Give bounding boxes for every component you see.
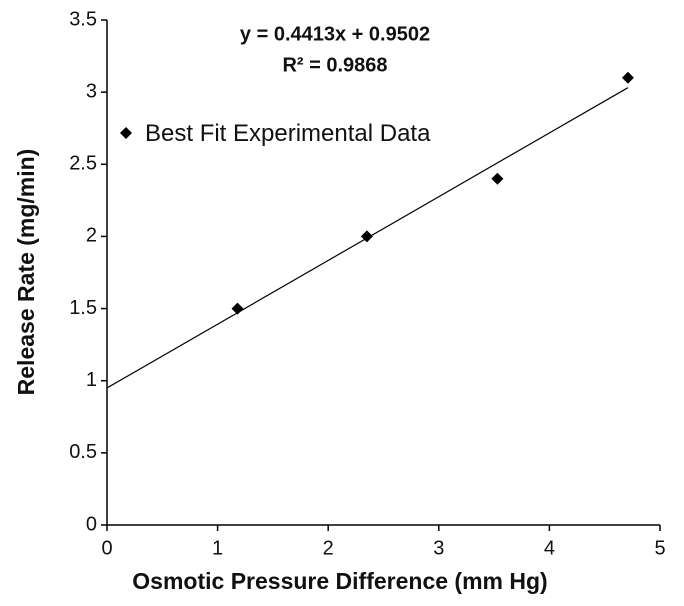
legend-label: Best Fit Experimental Data	[145, 120, 431, 147]
data-point	[231, 302, 244, 315]
x-tick-label: 5	[654, 537, 665, 559]
data-point	[360, 230, 373, 243]
x-tick-label: 4	[544, 537, 555, 559]
legend-marker	[120, 127, 132, 139]
x-tick-label: 0	[101, 537, 112, 559]
y-tick-label: 0	[86, 513, 97, 535]
x-tick-label: 2	[323, 537, 334, 559]
y-axis-title: Release Rate (mg/min)	[13, 149, 39, 396]
equation: y = 0.4413x + 0.9502	[240, 23, 430, 45]
data-point	[621, 71, 634, 84]
data-point	[491, 172, 504, 185]
y-tick-label: 0.5	[69, 441, 97, 463]
y-tick-label: 3.5	[69, 8, 97, 30]
y-tick-label: 1	[86, 369, 97, 391]
y-tick-label: 1.5	[69, 297, 97, 319]
x-tick-label: 3	[433, 537, 444, 559]
y-tick-label: 2	[86, 225, 97, 247]
x-tick-label: 1	[212, 537, 223, 559]
y-tick-label: 3	[86, 80, 97, 102]
x-axis-title: Osmotic Pressure Difference (mm Hg)	[132, 568, 547, 594]
y-tick-label: 2.5	[69, 153, 97, 175]
r-squared: R² = 0.9868	[282, 54, 387, 76]
